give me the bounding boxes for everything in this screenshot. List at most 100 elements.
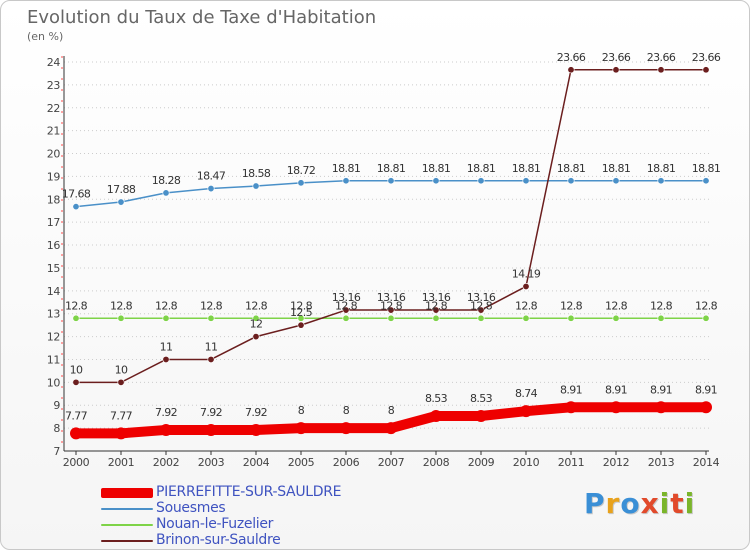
data-label: 13.16 <box>377 291 406 304</box>
y-tick-label: 24 <box>47 56 61 69</box>
y-tick-label: 7 <box>53 445 60 458</box>
data-label: 12.8 <box>425 299 448 312</box>
data-label: 7.77 <box>65 409 88 422</box>
legend-label: Nouan-le-Fuzelier <box>156 516 274 532</box>
data-label: 18.81 <box>422 162 451 175</box>
data-point <box>160 423 172 436</box>
data-point <box>252 333 260 341</box>
data-label: 18.81 <box>557 162 586 175</box>
legend-swatch <box>101 540 153 542</box>
data-label: 7.92 <box>200 406 222 419</box>
y-tick-label: 12 <box>47 331 60 344</box>
y-tick-label: 15 <box>47 262 61 275</box>
data-label: 18.47 <box>197 170 226 183</box>
legend-label: PIERREFITTE-SUR-SAULDRE <box>156 484 342 500</box>
legend-label: Souesmes <box>156 500 226 516</box>
data-point <box>340 422 352 435</box>
data-point <box>520 405 532 418</box>
data-label: 12.8 <box>155 299 178 312</box>
data-point <box>162 314 170 322</box>
data-label: 18.81 <box>512 162 541 175</box>
y-tick-label: 9 <box>53 399 60 412</box>
x-tick-label: 2011 <box>558 456 584 469</box>
data-point <box>205 423 217 436</box>
data-point <box>387 306 395 314</box>
data-label: 23.66 <box>602 51 631 64</box>
x-tick-label: 2007 <box>378 456 405 469</box>
data-label: 12.8 <box>290 299 313 312</box>
data-label: 18.81 <box>692 162 721 175</box>
x-tick-label: 2002 <box>153 456 179 469</box>
data-point <box>387 177 395 185</box>
x-tick-label: 2006 <box>333 456 360 469</box>
y-tick-label: 20 <box>47 148 61 161</box>
logo-letter: t <box>670 487 685 520</box>
data-point <box>385 422 397 435</box>
data-point <box>565 401 577 414</box>
legend-swatch <box>101 524 153 526</box>
x-tick-label: 2009 <box>468 456 495 469</box>
data-label: 18.81 <box>332 162 361 175</box>
logo-letter: P <box>584 487 606 520</box>
x-tick-label: 2003 <box>198 456 225 469</box>
data-point <box>297 314 305 322</box>
data-point <box>162 355 170 363</box>
data-point <box>387 314 395 322</box>
data-point <box>342 314 350 322</box>
x-tick-label: 2004 <box>243 456 270 469</box>
legend-label: Brinon-sur-Sauldre <box>156 532 281 548</box>
data-label: 23.66 <box>647 51 676 64</box>
logo-letter: x <box>640 487 660 520</box>
data-label: 23.66 <box>692 51 721 64</box>
data-label: 8 <box>343 404 350 417</box>
data-point <box>432 177 440 185</box>
data-point <box>657 177 665 185</box>
data-point <box>567 177 575 185</box>
data-point <box>207 314 215 322</box>
data-label: 7.92 <box>155 406 177 419</box>
data-label: 12.8 <box>515 299 538 312</box>
x-tick-label: 2005 <box>288 456 315 469</box>
data-label: 12.8 <box>560 299 583 312</box>
series-line <box>75 69 707 384</box>
data-label: 18.28 <box>152 174 181 187</box>
data-point <box>610 401 622 414</box>
data-label: 12.8 <box>695 299 718 312</box>
data-label: 12.8 <box>200 299 223 312</box>
data-point <box>432 306 440 314</box>
data-label: 13.16 <box>422 291 451 304</box>
data-point <box>252 314 260 322</box>
data-point <box>342 177 350 185</box>
data-point <box>117 378 125 386</box>
data-label: 14.19 <box>512 267 541 280</box>
data-point <box>612 177 620 185</box>
data-label: 8.91 <box>605 383 627 396</box>
y-tick-label: 10 <box>47 376 61 389</box>
data-point <box>72 314 80 322</box>
data-point <box>475 409 487 422</box>
data-point <box>252 182 260 190</box>
data-point <box>522 177 530 185</box>
data-point <box>297 321 305 329</box>
data-point <box>522 314 530 322</box>
data-label: 12.8 <box>650 299 673 312</box>
data-label: 7.77 <box>110 409 133 422</box>
y-tick-label: 18 <box>47 193 61 206</box>
data-point <box>477 314 485 322</box>
y-tick-label: 13 <box>47 308 61 321</box>
x-tick-label: 2000 <box>63 456 90 469</box>
data-point <box>702 66 710 74</box>
x-tick-label: 2014 <box>693 456 720 469</box>
data-point <box>522 282 530 290</box>
data-point <box>207 355 215 363</box>
data-label: 13.16 <box>467 291 496 304</box>
data-point <box>567 314 575 322</box>
data-label: 11 <box>205 340 218 353</box>
data-label: 18.81 <box>377 162 406 175</box>
data-point <box>702 177 710 185</box>
x-tick-label: 2010 <box>513 456 540 469</box>
data-label: 12 <box>250 318 263 331</box>
y-tick-label: 21 <box>47 125 60 138</box>
